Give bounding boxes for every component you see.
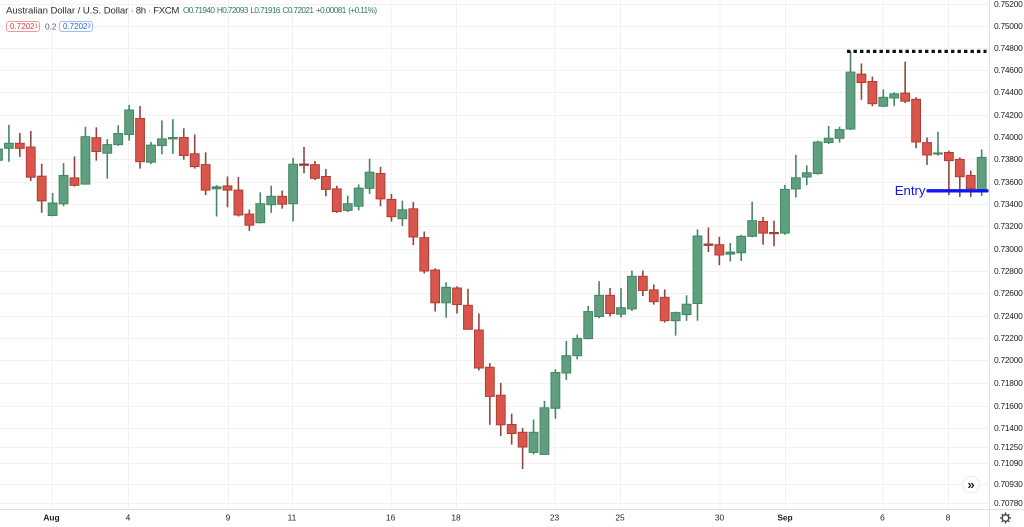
svg-text:8: 8 [946, 513, 951, 523]
svg-text:0.71400: 0.71400 [994, 423, 1023, 433]
svg-text:0.2: 0.2 [45, 22, 57, 31]
svg-text:0.72200: 0.72200 [994, 333, 1023, 343]
svg-text:0.71090: 0.71090 [994, 458, 1023, 468]
svg-text:30: 30 [715, 513, 725, 523]
svg-text:0.75200: 0.75200 [994, 0, 1023, 9]
svg-text:Aug: Aug [43, 513, 59, 523]
svg-text:»: » [967, 477, 974, 492]
svg-text:6: 6 [880, 513, 885, 523]
svg-text:0.72021: 0.72021 [10, 22, 38, 31]
svg-text:4: 4 [126, 513, 131, 523]
svg-text:0.74200: 0.74200 [994, 110, 1023, 120]
svg-text:0.73800: 0.73800 [994, 154, 1023, 164]
svg-text:0.71800: 0.71800 [994, 378, 1023, 388]
svg-text:0.72400: 0.72400 [994, 311, 1023, 321]
svg-text:16: 16 [386, 513, 396, 523]
svg-text:0.73600: 0.73600 [994, 177, 1023, 187]
svg-text:9: 9 [226, 513, 231, 523]
svg-text:O0.71940 H0.72093 L0.71916 C0.: O0.71940 H0.72093 L0.71916 C0.72021 +0.0… [183, 6, 377, 15]
svg-text:0.74000: 0.74000 [994, 132, 1023, 142]
svg-text:18: 18 [451, 513, 461, 523]
svg-text:0.71600: 0.71600 [994, 401, 1023, 411]
svg-text:0.75000: 0.75000 [994, 21, 1023, 31]
svg-text:Australian Dollar / U.S. Dolla: Australian Dollar / U.S. Dollar · 8h · F… [6, 5, 179, 16]
svg-text:0.73200: 0.73200 [994, 221, 1023, 231]
svg-text:Sep: Sep [777, 513, 792, 523]
svg-text:23: 23 [550, 513, 560, 523]
svg-text:25: 25 [615, 513, 625, 523]
svg-text:0.70930: 0.70930 [994, 479, 1023, 489]
svg-text:0.74600: 0.74600 [994, 65, 1023, 75]
svg-text:0.72600: 0.72600 [994, 288, 1023, 298]
svg-text:11: 11 [288, 513, 297, 523]
svg-text:0.70780: 0.70780 [994, 498, 1023, 508]
svg-text:0.74400: 0.74400 [994, 87, 1023, 97]
svg-text:0.73400: 0.73400 [994, 199, 1023, 209]
svg-text:0.73000: 0.73000 [994, 244, 1023, 254]
svg-text:0.72800: 0.72800 [994, 266, 1023, 276]
svg-text:0.71250: 0.71250 [994, 442, 1023, 452]
svg-text:Entry: Entry [895, 183, 926, 198]
svg-text:0.74800: 0.74800 [994, 43, 1023, 53]
svg-text:0.72000: 0.72000 [994, 355, 1023, 365]
svg-text:0.72023: 0.72023 [63, 22, 91, 31]
